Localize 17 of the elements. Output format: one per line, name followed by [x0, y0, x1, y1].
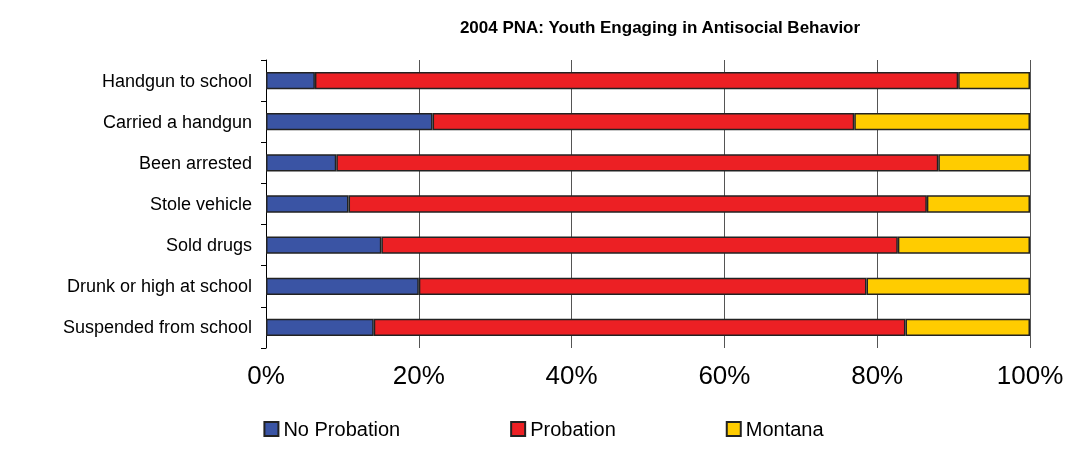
- y-tick-label: Stole vehicle: [149, 194, 252, 214]
- legend-label: No Probation: [283, 418, 401, 440]
- y-tick-label: Been arrested: [138, 152, 252, 173]
- x-tick-label: 20%: [392, 360, 445, 390]
- y-tick-label: Suspended from school: [62, 317, 252, 338]
- legend-label: Montana: [745, 418, 825, 440]
- y-tick-label: Drunk or high at school: [66, 276, 252, 297]
- x-tick-label: 40%: [545, 360, 598, 390]
- chart-title: 2004 PNA: Youth Engaging in Antisocial Behavior: [459, 18, 861, 37]
- y-tick-label: Carried a handgun: [102, 111, 252, 132]
- y-tick-label: Sold drugs: [165, 235, 252, 256]
- x-tick-label: 60%: [698, 360, 751, 390]
- legend-label: Probation: [530, 418, 616, 440]
- y-tick-label: Handgun to school: [101, 70, 252, 91]
- x-tick-label: 0%: [247, 360, 285, 390]
- x-tick-label: 100%: [996, 360, 1064, 390]
- x-tick-label: 80%: [851, 360, 904, 390]
